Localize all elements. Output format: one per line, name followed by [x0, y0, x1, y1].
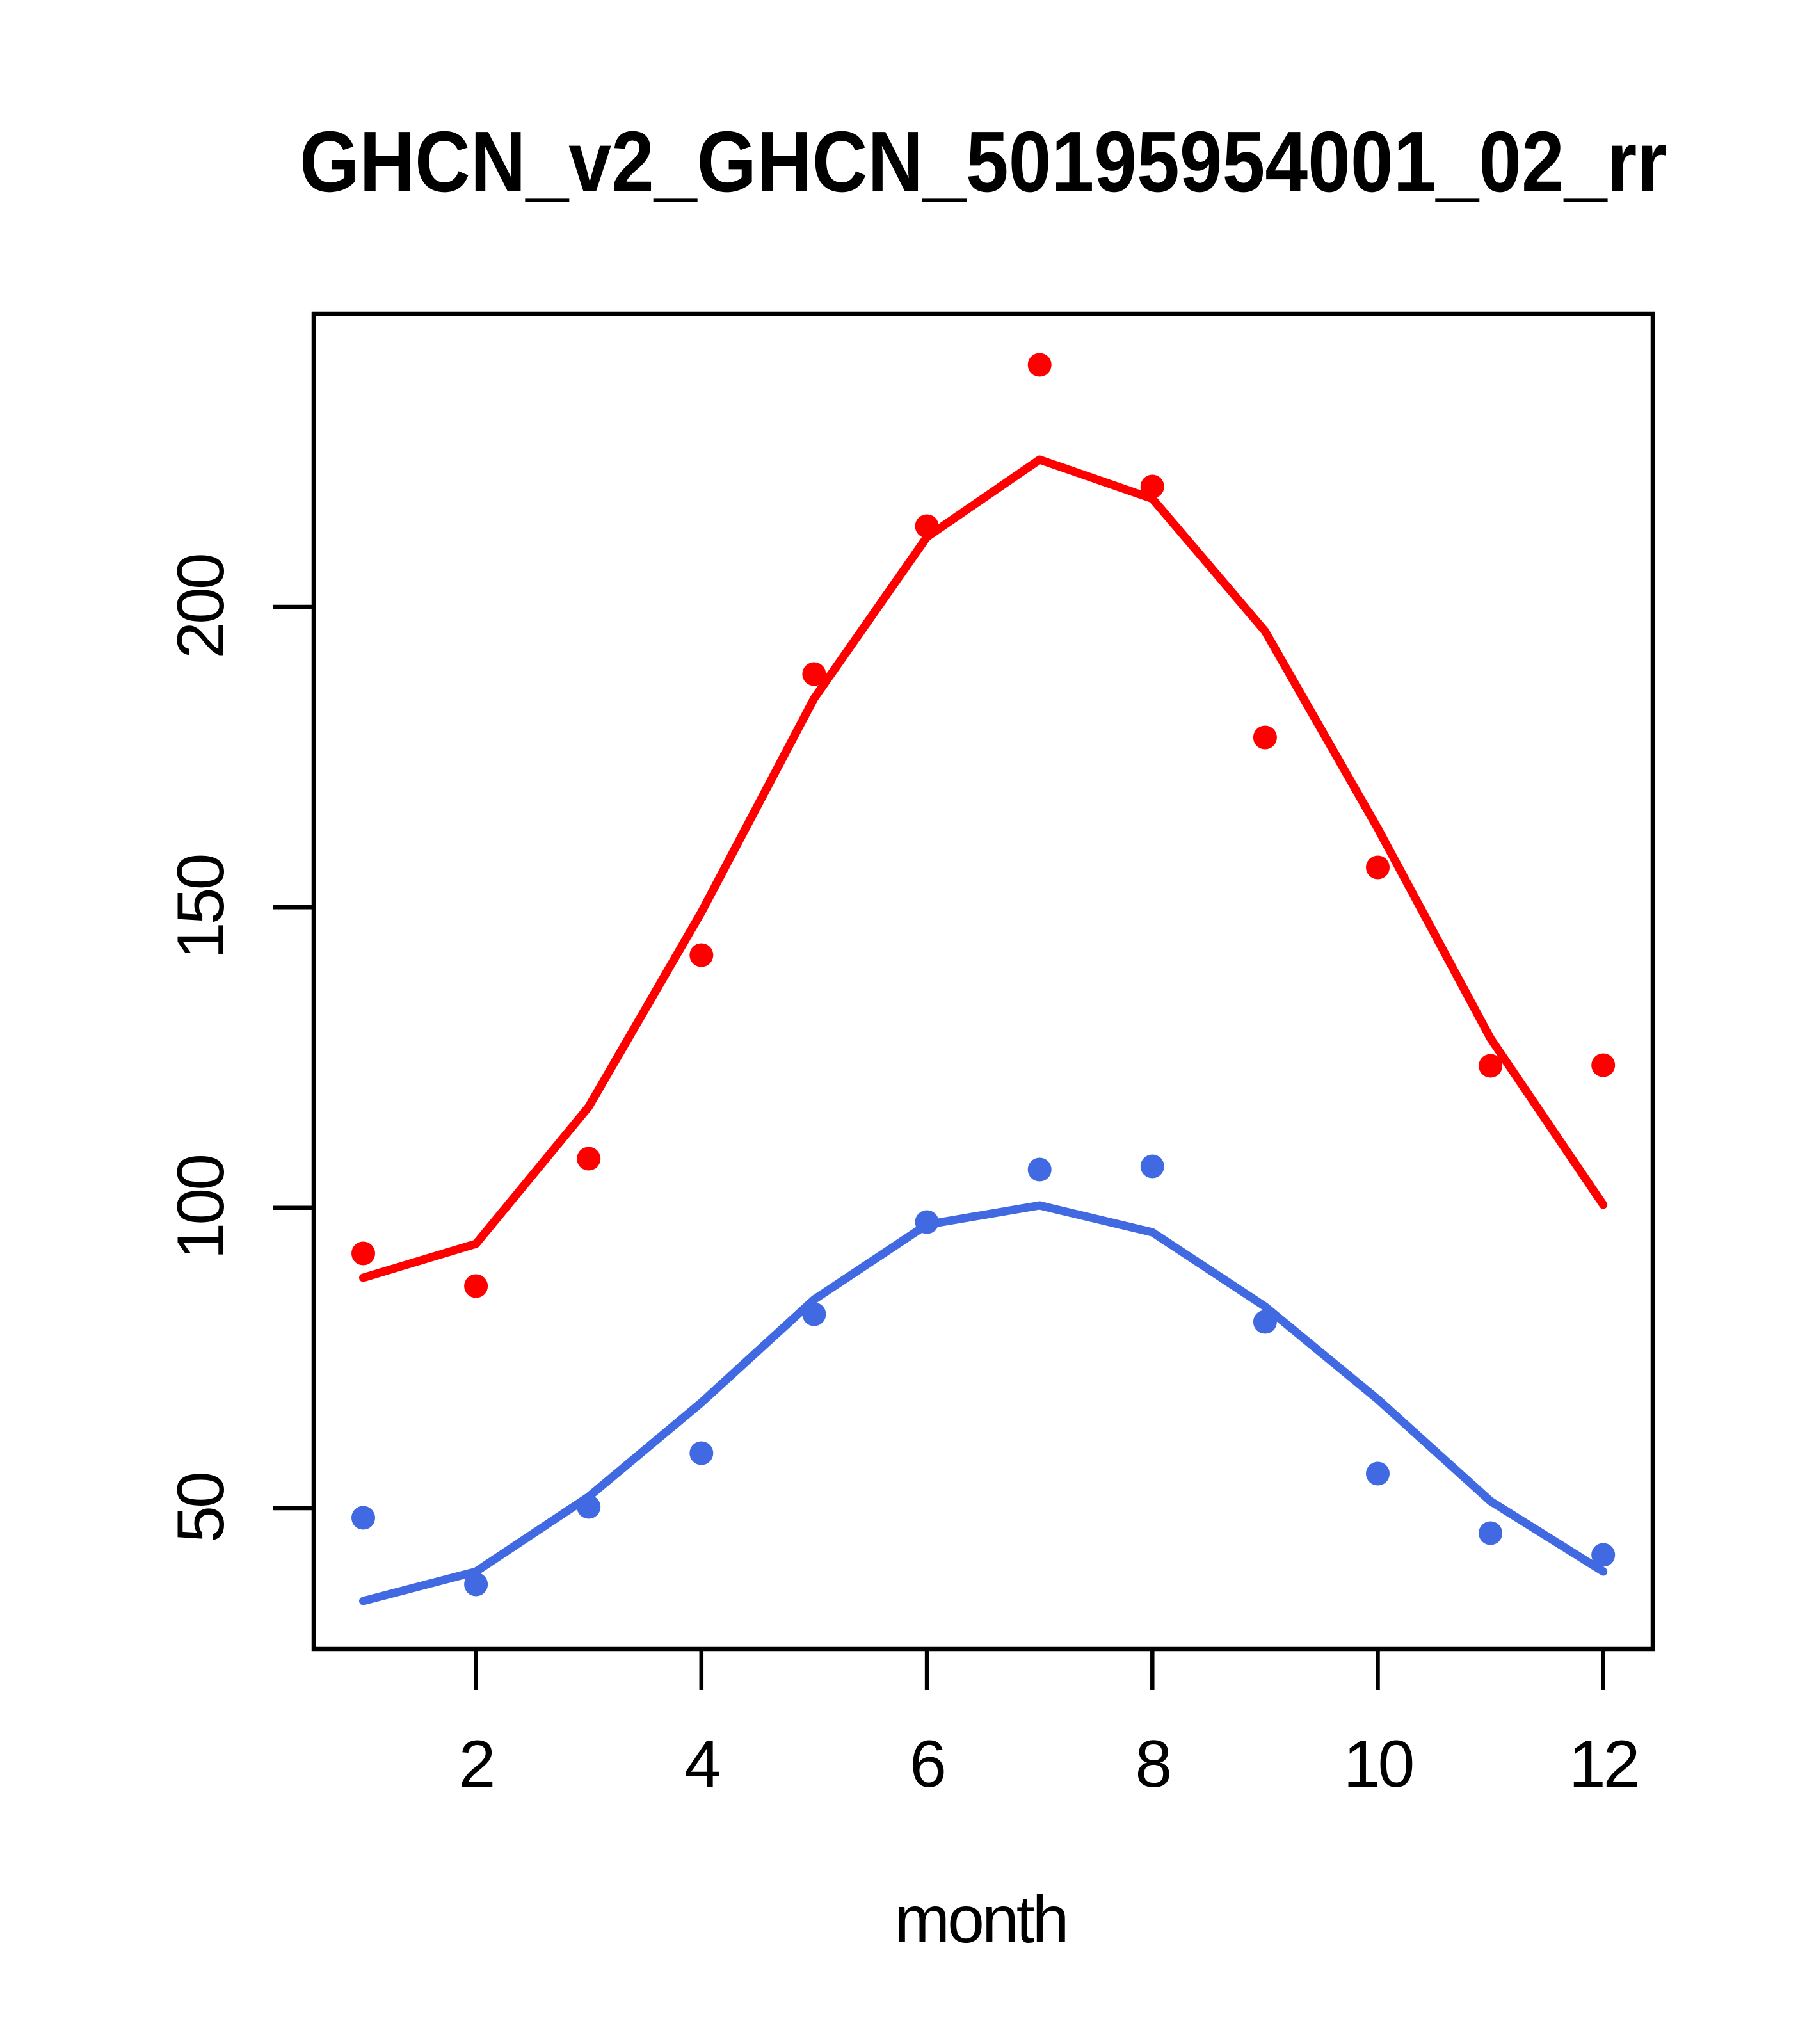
svg-text:4: 4 — [684, 1727, 719, 1801]
svg-text:6: 6 — [910, 1727, 944, 1801]
svg-text:50: 50 — [164, 1474, 238, 1543]
svg-text:2: 2 — [459, 1727, 494, 1801]
svg-text:10: 10 — [1344, 1727, 1413, 1801]
svg-text:200: 200 — [164, 555, 238, 659]
svg-text:8: 8 — [1135, 1727, 1169, 1801]
svg-text:100: 100 — [164, 1156, 238, 1260]
svg-text:month: month — [894, 1883, 1066, 1957]
svg-text:150: 150 — [164, 855, 238, 959]
svg-text:GHCN_v2_GHCN_50195954001_02_rr: GHCN_v2_GHCN_50195954001_02_rr — [300, 113, 1667, 210]
svg-text:12: 12 — [1569, 1727, 1638, 1801]
